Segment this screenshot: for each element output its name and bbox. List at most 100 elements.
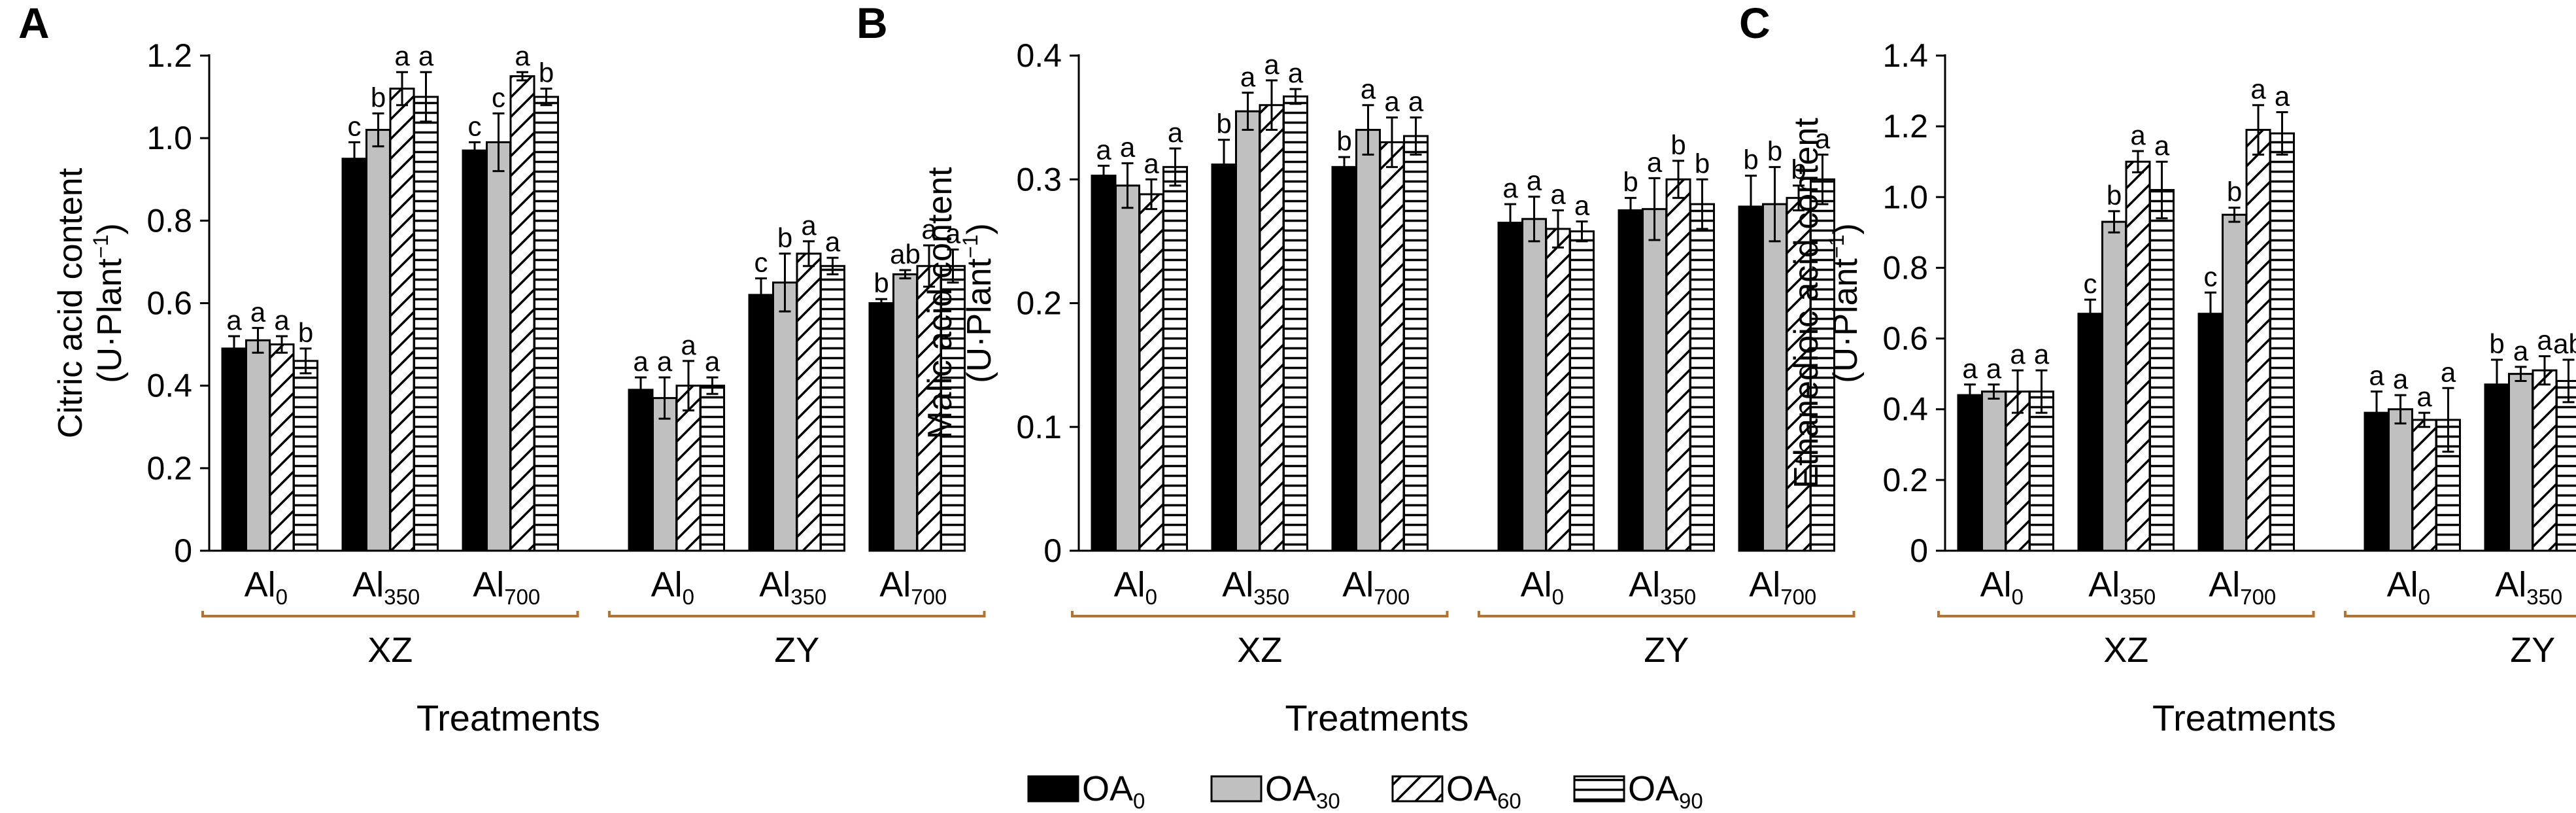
y-tick-label: 0.8 bbox=[146, 202, 192, 239]
subgroup-label: Al700 bbox=[473, 565, 540, 609]
group-label: XZ bbox=[367, 631, 413, 670]
bar-XZ-Al350-OA60 bbox=[2125, 160, 2151, 552]
subgroup-label: Al700 bbox=[1342, 565, 1410, 609]
y-tick-label: 1.0 bbox=[146, 120, 192, 156]
significance-letter: c bbox=[2204, 261, 2218, 292]
significance-letter: b bbox=[1623, 167, 1638, 198]
significance-letter: a bbox=[1574, 190, 1590, 221]
group-bracket bbox=[201, 611, 579, 617]
significance-letter: b bbox=[2489, 328, 2504, 359]
y-tick-label: 1.0 bbox=[1882, 179, 1928, 215]
panel-letter: A bbox=[18, 0, 50, 47]
subgroup-label: Al700 bbox=[2209, 565, 2276, 609]
significance-letter: a bbox=[1962, 353, 1978, 384]
bar-XZ-Al700-OA90 bbox=[534, 95, 559, 552]
significance-letter: a bbox=[1168, 117, 1183, 148]
bar-XZ-Al350-OA0 bbox=[2077, 313, 2103, 552]
significance-letter: a bbox=[1815, 123, 1831, 154]
y-tick-label: 0.1 bbox=[1016, 409, 1062, 445]
group-label: ZY bbox=[774, 631, 819, 670]
panel-B: B 0 0.1 0.2 0.3 0.4 Malic acid content (U·Plant… bbox=[856, 0, 1856, 738]
significance-letter: a bbox=[2393, 364, 2409, 394]
bar-XZ-Al0-OA60 bbox=[269, 343, 295, 552]
bar-ZY-Al0-OA60 bbox=[2411, 419, 2437, 552]
significance-letter: b bbox=[1670, 130, 1686, 160]
significance-letter: a bbox=[1647, 147, 1663, 177]
bar-XZ-Al700-OA0 bbox=[462, 149, 488, 552]
bar-XZ-Al0-OA90 bbox=[1162, 165, 1188, 552]
group-label: ZY bbox=[1644, 631, 1689, 670]
significance-letter: b bbox=[371, 82, 386, 112]
significance-letter: a bbox=[274, 305, 290, 336]
legend-swatch bbox=[1391, 775, 1444, 803]
significance-letter: b bbox=[1743, 145, 1758, 175]
significance-letter: a bbox=[1502, 173, 1518, 203]
bar-ZY-Al350-OA30 bbox=[1642, 208, 1667, 552]
panel-A: A 0 0.2 0.4 0.6 0.8 1.0 1.2 Citric acid content(… bbox=[18, 0, 986, 738]
bar-XZ-Al350-OA90 bbox=[1283, 95, 1308, 552]
significance-letter: a bbox=[2130, 120, 2146, 150]
bar-XZ-Al0-OA30 bbox=[1981, 390, 2007, 552]
bar-ZY-Al0-OA30 bbox=[652, 397, 677, 552]
y-tick-label: 0.6 bbox=[146, 285, 192, 322]
significance-letter: c bbox=[468, 111, 482, 141]
legend-item-OA60: OA60 bbox=[1391, 769, 1521, 813]
bar-XZ-Al350-OA30 bbox=[2101, 220, 2127, 552]
y-tick-label: 0.3 bbox=[1016, 161, 1062, 198]
y-tick-label: 0.6 bbox=[1882, 320, 1928, 357]
group-bracket bbox=[2344, 611, 2576, 617]
subgroup-label: Al0 bbox=[651, 565, 694, 609]
bar-ZY-Al0-OA90 bbox=[700, 385, 725, 552]
legend-item-OA30: OA30 bbox=[1210, 769, 1340, 813]
y-tick-label: 0.2 bbox=[146, 450, 192, 487]
legend-swatch bbox=[1573, 775, 1625, 803]
y-tick-label: 0 bbox=[1043, 532, 1062, 569]
group-bracket bbox=[1478, 611, 1856, 617]
group-label: ZY bbox=[2510, 631, 2555, 670]
y-tick-label: 0.2 bbox=[1016, 285, 1062, 322]
significance-letter: b bbox=[1216, 109, 1231, 139]
y-axis-title: Malic acid content bbox=[921, 167, 959, 440]
significance-letter: a bbox=[681, 330, 696, 360]
legend-label: OA0 bbox=[1082, 769, 1145, 813]
significance-letter: a bbox=[2441, 356, 2456, 387]
significance-letter: a bbox=[705, 346, 720, 377]
subgroup-label: Al700 bbox=[879, 565, 947, 609]
y-axis-unit: (U·Plant−1) bbox=[958, 223, 998, 383]
group-bracket bbox=[1071, 611, 1449, 617]
significance-letter: b bbox=[2107, 180, 2122, 211]
significance-letter: b bbox=[777, 222, 792, 253]
subgroup-label: Al350 bbox=[1629, 565, 1696, 609]
significance-letter: a bbox=[2416, 381, 2432, 412]
bar-XZ-Al0-OA90 bbox=[2029, 390, 2054, 552]
significance-letter: a bbox=[515, 41, 530, 71]
significance-letter: c bbox=[754, 247, 768, 278]
bar-XZ-Al700-OA30 bbox=[1355, 129, 1381, 552]
significance-letter: c bbox=[348, 111, 362, 141]
y-tick-label: 1.2 bbox=[146, 37, 192, 74]
bar-ZY-Al350-OA90 bbox=[2556, 379, 2576, 552]
bar-XZ-Al350-OA90 bbox=[413, 95, 439, 552]
significance-letter: a bbox=[1986, 353, 2002, 384]
bar-ZY-Al0-OA60 bbox=[675, 385, 702, 552]
bar-ZY-Al350-OA90 bbox=[820, 265, 845, 552]
significance-letter: b bbox=[1767, 135, 1782, 166]
bar-XZ-Al700-OA90 bbox=[2269, 132, 2295, 552]
x-axis-title: Treatments bbox=[2152, 697, 2336, 738]
bar-ZY-Al700-OA0 bbox=[1738, 205, 1764, 552]
legend-swatch bbox=[1027, 775, 1079, 803]
x-axis-title: Treatments bbox=[1285, 697, 1468, 738]
significance-letter: b bbox=[1336, 126, 1351, 156]
y-axis-unit: (U·Plant−1) bbox=[89, 223, 129, 383]
legend-item-OA0: OA0 bbox=[1027, 769, 1145, 813]
significance-letter: b bbox=[2227, 177, 2242, 207]
significance-letter: a bbox=[1384, 86, 1400, 117]
significance-letter: a bbox=[1288, 58, 1304, 88]
bar-ZY-Al350-OA0 bbox=[1618, 209, 1644, 552]
group-bracket bbox=[608, 611, 986, 617]
y-tick-label: 0.4 bbox=[1882, 391, 1928, 428]
bar-ZY-Al0-OA30 bbox=[1521, 218, 1547, 552]
legend-label: OA30 bbox=[1265, 769, 1340, 813]
bar-XZ-Al350-OA60 bbox=[389, 87, 415, 552]
subgroup-label: Al350 bbox=[352, 565, 420, 609]
